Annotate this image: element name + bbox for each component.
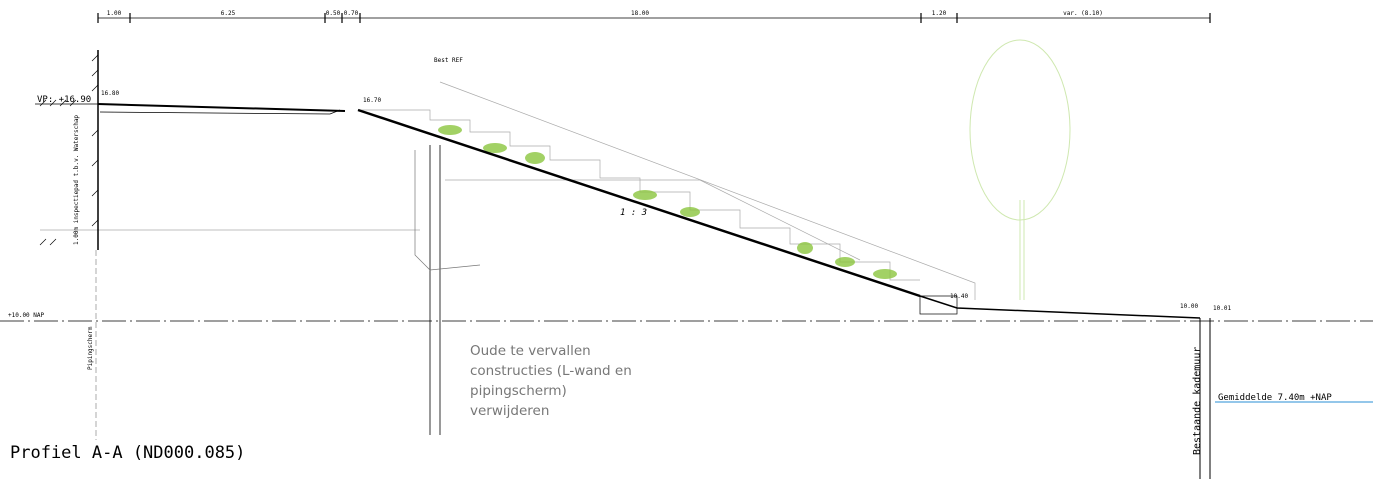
dimension-line [97, 13, 1211, 23]
level-label: 10.40 [950, 293, 968, 300]
annotation-line: pipingscherm) [470, 383, 567, 399]
vertical-label: 1.00m inspectiepad t.b.v. Waterschap [73, 115, 80, 245]
annotation: Oude te vervallen constructies (L-wand e… [470, 343, 632, 419]
slope-ratio: 1 : 3 [620, 208, 647, 218]
level-label: VP: +16.90 [37, 95, 91, 105]
dimension-label: 6.25 [221, 10, 236, 17]
ground [95, 50, 1211, 479]
dimension-label: 1.20 [932, 10, 947, 17]
dimension-label: 0.70 [344, 10, 359, 17]
railing [40, 81, 976, 300]
level-label: 10.01 [1213, 305, 1231, 312]
annotation-line: Oude te vervallen [470, 343, 591, 359]
title: Profiel A-A (ND000.085) [10, 443, 245, 463]
level-label: +10.00 NAP [8, 312, 45, 319]
dimension-label: 18.00 [631, 10, 649, 17]
dimension-label: 1.00 [107, 10, 122, 17]
level-label: 16.70 [363, 97, 381, 104]
tree [969, 39, 1071, 300]
vertical-label: Pipingscherm [87, 326, 94, 370]
vegetation [438, 125, 897, 279]
water-level: Gemiddelde 7.40m +NAP [1218, 393, 1332, 403]
annotation-line: verwijderen [470, 403, 549, 419]
dimension-label: var. (8.10) [1063, 10, 1103, 17]
level-label: 16.80 [101, 90, 119, 97]
level-label: 10.00 [1180, 303, 1198, 310]
vertical-label: Bestaande kademuur [1192, 347, 1203, 455]
reference-label: Best REF [434, 57, 463, 64]
dimension-label: 0.50 [326, 10, 341, 17]
annotation-line: constructies (L-wand en [470, 363, 632, 379]
hatch [35, 54, 99, 246]
